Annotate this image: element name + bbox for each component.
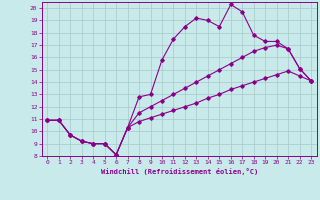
X-axis label: Windchill (Refroidissement éolien,°C): Windchill (Refroidissement éolien,°C) — [100, 168, 258, 175]
